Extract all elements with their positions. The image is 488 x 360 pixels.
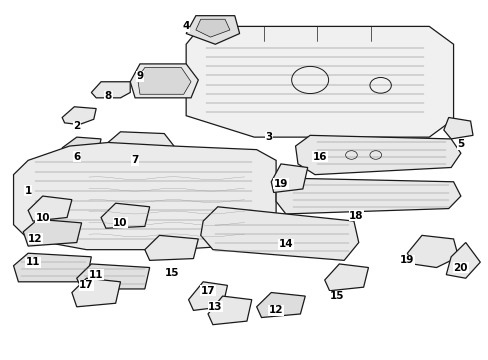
Polygon shape	[62, 137, 101, 155]
Polygon shape	[276, 178, 460, 214]
Text: 19: 19	[399, 255, 414, 265]
Polygon shape	[186, 26, 453, 137]
Text: 17: 17	[79, 280, 94, 291]
Text: 17: 17	[200, 286, 215, 296]
Text: 19: 19	[273, 179, 287, 189]
Text: 12: 12	[28, 234, 42, 244]
Polygon shape	[106, 132, 174, 158]
Text: 1: 1	[24, 186, 32, 196]
Polygon shape	[207, 296, 251, 325]
Text: 11: 11	[89, 270, 103, 280]
Polygon shape	[324, 264, 368, 291]
Polygon shape	[14, 143, 276, 249]
Polygon shape	[14, 253, 91, 282]
Text: 12: 12	[268, 305, 283, 315]
Text: 20: 20	[453, 262, 467, 273]
Text: 4: 4	[182, 21, 189, 31]
Polygon shape	[271, 164, 307, 193]
Polygon shape	[188, 282, 227, 310]
Polygon shape	[295, 135, 460, 175]
Text: 2: 2	[73, 121, 80, 131]
Text: 14: 14	[278, 239, 292, 249]
Text: 9: 9	[136, 71, 143, 81]
Polygon shape	[256, 293, 305, 318]
Text: 10: 10	[36, 212, 50, 222]
Polygon shape	[144, 235, 198, 260]
Text: 15: 15	[329, 291, 344, 301]
Polygon shape	[101, 203, 149, 228]
Polygon shape	[72, 278, 120, 307]
Polygon shape	[137, 67, 191, 94]
Text: 18: 18	[348, 211, 363, 221]
Polygon shape	[91, 82, 130, 98]
Polygon shape	[407, 235, 458, 267]
Polygon shape	[196, 19, 229, 37]
Polygon shape	[446, 243, 479, 278]
Text: 10: 10	[113, 218, 127, 228]
Polygon shape	[62, 107, 96, 125]
Text: 15: 15	[164, 268, 179, 278]
Text: 16: 16	[312, 152, 326, 162]
Text: 11: 11	[26, 257, 40, 267]
Text: 3: 3	[264, 132, 272, 142]
Polygon shape	[130, 64, 198, 98]
Polygon shape	[443, 117, 472, 139]
Polygon shape	[201, 207, 358, 260]
Text: 7: 7	[131, 156, 139, 165]
Text: 8: 8	[104, 91, 112, 101]
Text: 13: 13	[208, 302, 222, 312]
Polygon shape	[23, 219, 81, 246]
Text: 5: 5	[456, 139, 464, 149]
Polygon shape	[77, 264, 149, 289]
Polygon shape	[28, 196, 72, 221]
Text: 6: 6	[73, 152, 80, 162]
Polygon shape	[186, 16, 239, 44]
